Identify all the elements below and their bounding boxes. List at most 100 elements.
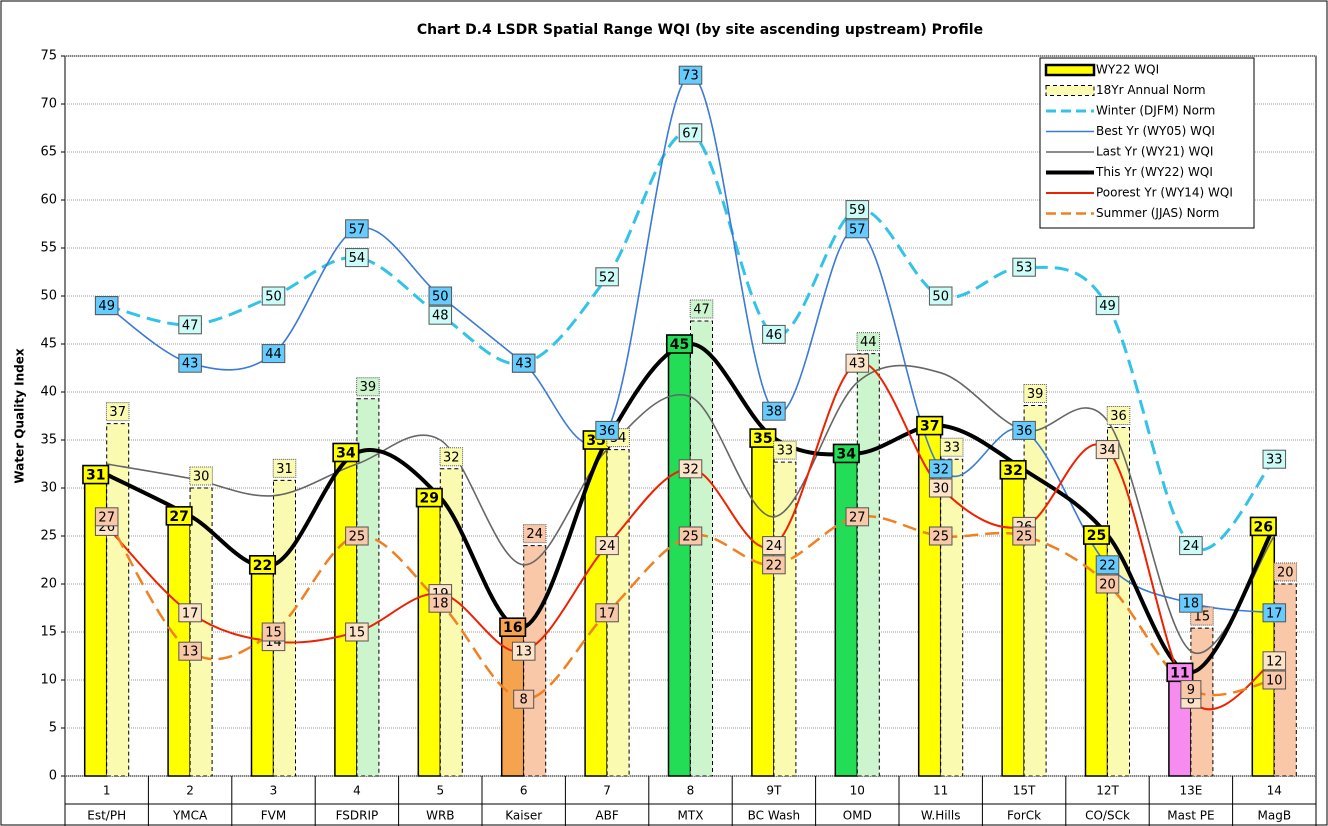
data-label-box bbox=[1106, 406, 1131, 426]
data-label: 8 bbox=[513, 689, 535, 709]
data-label-text: 10 bbox=[1266, 674, 1283, 689]
data-label: 25 bbox=[345, 526, 369, 546]
data-label: 50 bbox=[428, 286, 453, 306]
data-label-box bbox=[415, 487, 443, 508]
data-label-text: 25 bbox=[682, 530, 699, 545]
x-tick-label: 3 bbox=[270, 784, 278, 798]
data-label-box bbox=[1166, 662, 1194, 683]
data-label: 32 bbox=[439, 447, 464, 467]
bar bbox=[773, 461, 797, 777]
data-label: 59 bbox=[845, 200, 870, 220]
data-label-box bbox=[1180, 680, 1202, 700]
bar bbox=[1001, 469, 1025, 777]
data-label-box bbox=[248, 554, 277, 575]
data-label-text: 30 bbox=[932, 482, 949, 497]
data-label: 33 bbox=[1262, 449, 1287, 469]
data-label-box bbox=[595, 536, 619, 556]
data-label-box bbox=[939, 437, 964, 457]
data-label-box bbox=[845, 200, 870, 220]
data-label: 15 bbox=[345, 622, 369, 642]
data-label: 24 bbox=[595, 536, 619, 556]
x-tick-label: 15T bbox=[1013, 784, 1036, 798]
data-label: 33 bbox=[939, 437, 964, 457]
y-tick-label: 5 bbox=[49, 721, 57, 736]
data-label: 25 bbox=[1082, 525, 1111, 545]
data-label-text: 17 bbox=[1266, 606, 1283, 621]
data-label: 18 bbox=[428, 593, 453, 613]
data-label-text: 39 bbox=[1027, 387, 1044, 402]
x-sub-label: BC Wash bbox=[748, 809, 801, 823]
line bbox=[106, 364, 1275, 655]
bar bbox=[250, 564, 275, 777]
data-label-box bbox=[595, 603, 619, 623]
data-label-text: 26 bbox=[1254, 519, 1273, 535]
y-tick-label: 65 bbox=[40, 145, 57, 160]
data-label: 45 bbox=[665, 334, 694, 354]
y-tick-label: 40 bbox=[40, 385, 57, 400]
data-label: 32 bbox=[999, 459, 1027, 480]
data-label: 49 bbox=[1095, 296, 1120, 316]
data-label: 30 bbox=[928, 478, 953, 498]
data-label: 50 bbox=[928, 286, 953, 306]
data-label-box bbox=[1262, 449, 1287, 469]
data-label: 34 bbox=[832, 443, 860, 464]
data-label-text: 31 bbox=[86, 468, 105, 484]
data-label: 34 bbox=[332, 442, 360, 463]
data-label: 44 bbox=[261, 344, 286, 364]
data-label: 36 bbox=[595, 420, 619, 440]
data-label-text: 31 bbox=[276, 462, 293, 477]
data-label: 13 bbox=[178, 641, 202, 661]
data-label-box bbox=[1023, 383, 1047, 403]
data-label: 53 bbox=[1012, 257, 1036, 277]
data-label-box bbox=[845, 219, 870, 239]
data-label-text: 47 bbox=[182, 318, 199, 333]
data-label-text: 37 bbox=[109, 405, 126, 420]
data-label-text: 8 bbox=[1187, 693, 1195, 708]
data-label-text: 32 bbox=[932, 462, 949, 477]
data-label-box bbox=[1095, 574, 1120, 594]
data-label-text: 32 bbox=[443, 450, 460, 465]
data-label-text: 11 bbox=[1170, 665, 1189, 681]
data-label-box bbox=[439, 447, 464, 467]
data-label-text: 43 bbox=[849, 357, 866, 372]
data-label-box bbox=[678, 526, 703, 546]
data-label-box bbox=[856, 332, 881, 352]
data-label-box bbox=[428, 593, 453, 613]
bar bbox=[856, 353, 880, 777]
x-tick-label: 14 bbox=[1267, 784, 1282, 798]
data-label-box bbox=[689, 299, 714, 319]
bar bbox=[439, 468, 463, 777]
data-label: 9 bbox=[1180, 680, 1202, 700]
data-label: 34 bbox=[1095, 440, 1120, 460]
data-label-text: 8 bbox=[520, 693, 528, 708]
data-label-box bbox=[928, 459, 953, 479]
y-tick-label: 75 bbox=[40, 49, 57, 64]
legend-swatch bbox=[1044, 63, 1096, 77]
x-tick-label: 4 bbox=[353, 784, 361, 798]
chart-title: Chart D.4 LSDR Spatial Range WQI (by sit… bbox=[417, 22, 983, 38]
data-label-text: 59 bbox=[849, 203, 866, 218]
data-label: 47 bbox=[178, 315, 202, 335]
data-label-text: 57 bbox=[349, 222, 366, 237]
data-label-box bbox=[105, 402, 130, 422]
data-label-text: 13 bbox=[182, 645, 199, 660]
data-label: 31 bbox=[82, 464, 110, 485]
data-label-box bbox=[1095, 296, 1120, 316]
bar bbox=[690, 320, 713, 777]
data-label-text: 27 bbox=[169, 509, 188, 525]
x-sub-label: OMD bbox=[843, 809, 872, 823]
x-sub-label: W.Hills bbox=[921, 809, 961, 823]
data-label-box bbox=[999, 459, 1027, 480]
x-tick-label: 13E bbox=[1179, 784, 1202, 798]
data-label-text: 17 bbox=[599, 606, 616, 621]
data-label-box bbox=[94, 296, 119, 316]
bar bbox=[1023, 404, 1047, 777]
y-tick-label: 0 bbox=[49, 769, 57, 784]
data-label-text: 27 bbox=[98, 510, 115, 525]
data-label-box bbox=[261, 344, 286, 364]
data-label-box bbox=[1249, 516, 1277, 537]
data-label-text: 33 bbox=[1266, 453, 1283, 468]
data-label-box bbox=[178, 315, 202, 335]
data-label-text: 36 bbox=[1016, 424, 1033, 439]
